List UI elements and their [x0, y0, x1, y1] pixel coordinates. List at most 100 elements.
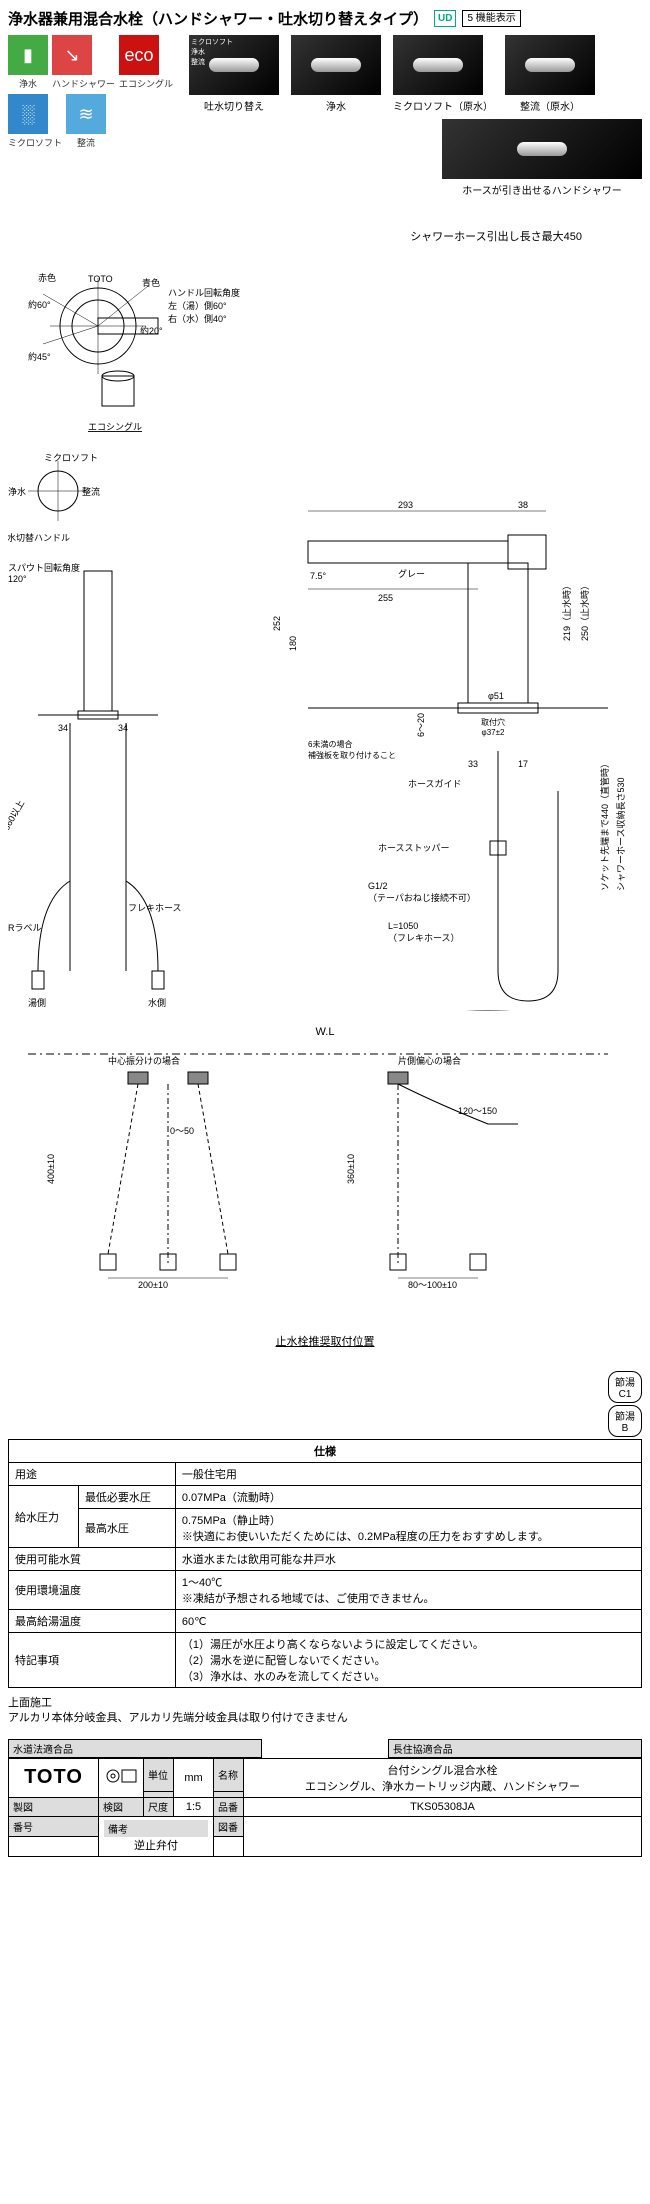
svg-text:17: 17	[518, 759, 528, 769]
fig-label: 図番	[214, 1816, 244, 1836]
note-line1: 上面施工	[8, 1696, 642, 1711]
side-view-svg: ミクロソフト 浄水 整流 吐水切替ハンドル スパウト回転角度 120°	[8, 451, 638, 1011]
name-label: 名称	[214, 1758, 244, 1791]
photo-caption: ミクロソフト（原水）	[393, 98, 493, 113]
header-row: 浄水器兼用混合水栓（ハンドシャワー・吐水切り替えタイプ） UD 5 機能表示	[8, 8, 642, 29]
photo-caption: 吐水切り替え	[189, 98, 279, 113]
spec-v-5: （1）湯圧が水圧より高くならないように設定してください。 （2）湯水を逆に配管し…	[175, 1633, 641, 1688]
svg-text:約45°: 約45°	[28, 351, 51, 362]
product-name: 台付シングル混合水栓 エコシングル、浄水カートリッジ内蔵、ハンドシャワー	[244, 1758, 642, 1797]
top-view-drawing: 赤色 TOTO 青色 約60° 約45° 約20° ハンドル回転角度 左（湯）側…	[8, 256, 642, 439]
note-line2: アルカリ本体分岐金具、アルカリ先端分岐金具は取り付けできません	[8, 1711, 642, 1726]
svg-text:整流: 整流	[82, 486, 100, 497]
feature-icon: ≋	[66, 94, 106, 134]
svg-text:φ51: φ51	[488, 691, 504, 701]
proj-label: 製図	[9, 1797, 99, 1816]
svg-text:フレキホース: フレキホース	[128, 903, 182, 913]
remark-value: 逆止弁付	[104, 1837, 208, 1853]
chk-label: 検図	[99, 1797, 144, 1816]
hose-max-note: シャワーホース引出し長さ最大450	[8, 228, 642, 244]
photo-item: 整流（原水）	[505, 35, 595, 113]
side-badges: 節湯 C1 節湯 B	[608, 1369, 642, 1439]
svg-text:シャワーホース収納長さ530: シャワーホース収納長さ530	[615, 777, 626, 891]
spec-v-2: 水道水または飲用可能な井戸水	[175, 1548, 641, 1571]
hand-shower-photo	[442, 119, 642, 179]
photos-block: ミクロソフト浄水整流吐水切り替え浄水ミクロソフト（原水） 整流（原水） ホースが引…	[189, 35, 642, 197]
svg-text:ソケット先端まで440（直管時）: ソケット先端まで440（直管時）	[599, 759, 610, 891]
photo-item: ミクロソフト（原水）	[393, 35, 493, 113]
svg-text:180: 180	[288, 636, 298, 651]
fig-empty	[214, 1836, 244, 1856]
svg-text:赤色: 赤色	[38, 272, 56, 283]
feature-icons-block: ▮ 浄水 ↘ハンドシャワーecoエコシングル ░ ミクロソフト ≋ 整流	[8, 35, 173, 153]
install-svg: 中心振分けの場合 400±10 0～50 200±10 片側偏心の場	[8, 1044, 628, 1324]
svg-text:120～150: 120～150	[458, 1106, 497, 1116]
install-notes: 上面施工 アルカリ本体分岐金具、アルカリ先端分岐金具は取り付けできません	[8, 1696, 642, 1727]
wide-photo-item: ホースが引き出せるハンドシャワー	[442, 119, 642, 197]
install-diagrams: W.L 中心振分けの場合 400±10 0～50 200±10	[8, 1026, 642, 1349]
feature-icon-label: ミクロソフト	[8, 136, 62, 149]
photo-item: ミクロソフト浄水整流吐水切り替え	[189, 35, 279, 113]
feature-icon-item: ecoエコシングル	[119, 35, 173, 90]
feature-icon: ░	[8, 94, 48, 134]
spec-title: 仕様	[9, 1440, 642, 1463]
svg-text:0～50: 0～50	[170, 1126, 194, 1136]
ud-badge: UD	[434, 10, 456, 27]
tb-left-hdr: 水道法適合品	[9, 1739, 262, 1757]
spec-k-0: 用途	[9, 1463, 176, 1486]
svg-text:青色: 青色	[142, 277, 160, 288]
feature-icon-label: 浄水	[8, 77, 48, 90]
svg-text:293: 293	[398, 500, 413, 510]
svg-text:TOTO: TOTO	[88, 274, 113, 284]
wide-photo-caption: ホースが引き出せるハンドシャワー	[442, 182, 642, 197]
svg-text:約60°: 約60°	[28, 299, 51, 310]
rev-label: 番号	[9, 1816, 99, 1836]
spec-v-3: 1～40℃ ※凍結が予想される地域では、ご使用できません。	[175, 1571, 641, 1610]
product-photo: ミクロソフト浄水整流	[189, 35, 279, 95]
svg-text:ミクロソフト: ミクロソフト	[44, 453, 98, 463]
proj-symbol	[99, 1758, 144, 1797]
product-photo	[291, 35, 381, 95]
top-view-svg: 赤色 TOTO 青色 約60° 約45° 約20° ハンドル回転角度 左（湯）側…	[8, 256, 628, 436]
toto-logo: TOTO	[24, 1766, 83, 1788]
feature-icon-item: ↘ハンドシャワー	[52, 35, 115, 90]
svg-text:吐水切替ハンドル: 吐水切替ハンドル	[8, 532, 70, 543]
photo-caption: 浄水	[291, 98, 381, 113]
spec-k-4: 最高給湯温度	[9, 1610, 176, 1633]
feature-icon: ▮	[8, 35, 48, 75]
tb-right-hdr: 長住協適合品	[388, 1739, 641, 1757]
side-view-drawing: ミクロソフト 浄水 整流 吐水切替ハンドル スパウト回転角度 120°	[8, 451, 642, 1014]
feature-icon-item: ≋ 整流	[66, 94, 106, 149]
badge-b: 節湯 B	[608, 1405, 642, 1437]
svg-text:34: 34	[58, 723, 68, 733]
stop-valve-label: 止水栓推奨取付位置	[8, 1333, 642, 1349]
page-title: 浄水器兼用混合水栓（ハンドシャワー・吐水切り替えタイプ）	[8, 8, 428, 29]
feature-icon-label: 整流	[66, 136, 106, 149]
svg-text:252: 252	[272, 616, 282, 631]
handle-angle-note: ハンドル回転角度 左（湯）側60° 右（水）側40°	[168, 286, 298, 325]
svg-text:400±10: 400±10	[46, 1154, 56, 1184]
svg-text:80～100±10: 80～100±10	[408, 1280, 457, 1290]
wl-label: W.L	[8, 1026, 642, 1038]
svg-text:ホースガイド: ホースガイド	[408, 779, 462, 789]
spec-k-1: 給水圧力	[9, 1486, 79, 1548]
spec-table-wrap: 節湯 C1 節湯 B 仕様 用途 一般住宅用 給水圧力 最低必要水圧 0.07M…	[8, 1369, 642, 1688]
svg-text:34: 34	[118, 723, 128, 733]
features-photos-row: ▮ 浄水 ↘ハンドシャワーecoエコシングル ░ ミクロソフト ≋ 整流 ミクロソフト浄水…	[8, 35, 642, 197]
svg-text:Rラベル: Rラベル	[8, 923, 42, 933]
svg-text:エコシングル: エコシングル	[88, 421, 142, 432]
spec-v-0: 一般住宅用	[175, 1463, 641, 1486]
spec-v-1-0: 0.07MPa（流動時）	[175, 1486, 641, 1509]
feature-icon-item: ░ ミクロソフト	[8, 94, 62, 149]
svg-text:33: 33	[468, 759, 478, 769]
svg-text:255: 255	[378, 593, 393, 603]
title-block: 水道法適合品 長住協適合品 TOTO 単位 mm 名称 台付シングル混合水栓 エ…	[8, 1739, 642, 1857]
feature-icon-label: ハンドシャワー	[52, 77, 115, 90]
svg-text:片側偏心の場合: 片側偏心の場合	[398, 1055, 461, 1066]
badge-c1: 節湯 C1	[608, 1371, 642, 1403]
unit-value: mm	[174, 1758, 214, 1797]
remark-label: 備考	[104, 1820, 208, 1837]
svg-text:200±10: 200±10	[138, 1280, 168, 1290]
titleblock-table: TOTO 単位 mm 名称 台付シングル混合水栓 エコシングル、浄水カートリッジ…	[8, 1758, 642, 1857]
svg-text:860以上: 860以上	[8, 798, 26, 832]
